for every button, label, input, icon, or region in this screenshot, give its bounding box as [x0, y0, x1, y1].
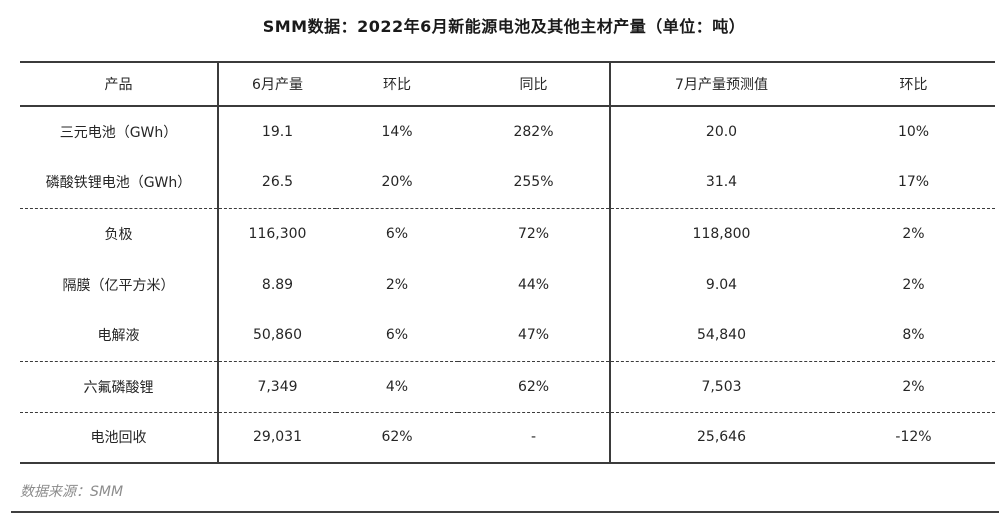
- table-row-ternary-battery: 三元电池（GWh） 19.1 14% 282% 20.0 10%: [20, 106, 995, 157]
- table-row-battery-recycling: 电池回收 29,031 62% - 25,646 -12%: [20, 412, 995, 463]
- cell-jul-forecast: 20.0: [609, 106, 832, 157]
- cell-jul-forecast: 118,800: [609, 208, 832, 259]
- cell-jul-forecast: 9.04: [609, 259, 832, 310]
- cell-jun-output: 29,031: [217, 412, 336, 463]
- column-header-jun-output: 6月产量: [217, 62, 336, 107]
- cell-product: 电解液: [20, 310, 218, 362]
- cell-mom: 14%: [381, 124, 413, 140]
- column-header-yoy: 同比: [458, 62, 610, 107]
- cell-jun-output: 50,860: [217, 310, 336, 362]
- cell-jul-mom: 17%: [832, 157, 995, 209]
- bottom-divider: [11, 511, 999, 513]
- cell-jun-output: 8.89: [217, 259, 336, 310]
- cell-yoy: 255%: [458, 157, 610, 209]
- cell-product: 隔膜（亿平方米）: [62, 277, 175, 294]
- cell-product: 三元电池（GWh）: [59, 125, 178, 141]
- cell-product: 六氟磷酸锂: [20, 361, 218, 413]
- cell-yoy: 44%: [517, 276, 550, 293]
- column-header-jul-forecast: 7月产量预测值: [609, 62, 832, 107]
- cell-jul-mom: 10%: [897, 124, 930, 140]
- cell-jul-mom: 8%: [832, 310, 995, 362]
- cell-jul-forecast: 7,503: [609, 361, 832, 413]
- cell-jul-mom: 2%: [832, 361, 995, 413]
- column-header-product: 产品: [20, 62, 218, 107]
- cell-jun-output: 26.5: [217, 157, 336, 209]
- cell-product: 电池回收: [90, 430, 147, 447]
- table-row-lfp-battery: 磷酸铁锂电池（GWh） 26.5 20% 255% 31.4 17%: [20, 157, 995, 209]
- production-table: 产品 6月产量 环比 同比 7月产量预测值 环比 三元电池（GWh） 19.1 …: [20, 61, 995, 464]
- cell-jul-mom: -12%: [895, 429, 932, 446]
- page-title: SMM数据：2022年6月新能源电池及其他主材产量（单位：吨）: [262, 17, 746, 36]
- cell-yoy: 282%: [513, 124, 554, 140]
- cell-mom: 6%: [336, 310, 458, 362]
- cell-mom: 20%: [336, 157, 458, 209]
- cell-mom: 62%: [381, 429, 413, 446]
- data-source-note: 数据来源：SMM: [20, 484, 124, 500]
- cell-jul-forecast: 54,840: [609, 310, 832, 362]
- cell-yoy: -: [530, 429, 537, 446]
- cell-jul-forecast: 31.4: [609, 157, 832, 209]
- table-row-lipf6: 六氟磷酸锂 7,349 4% 62% 7,503 2%: [20, 361, 995, 413]
- cell-jun-output: 19.1: [217, 106, 336, 157]
- cell-mom: 4%: [336, 361, 458, 413]
- cell-mom: 2%: [385, 276, 409, 293]
- cell-yoy: 47%: [458, 310, 610, 362]
- cell-jul-mom: 2%: [902, 225, 925, 242]
- table-row-electrolyte: 电解液 50,860 6% 47% 54,840 8%: [20, 310, 995, 362]
- cell-product: 负极: [104, 226, 133, 243]
- cell-jun-output: 116,300: [217, 208, 336, 259]
- cell-jul-mom: 2%: [902, 276, 925, 293]
- column-header-mom: 环比: [336, 62, 458, 107]
- cell-jun-output: 7,349: [217, 361, 336, 413]
- cell-jul-forecast: 25,646: [609, 412, 832, 463]
- table-row-separator-film: 隔膜（亿平方米） 8.89 2% 44% 9.04 2%: [20, 259, 995, 310]
- cell-mom: 6%: [385, 225, 409, 242]
- cell-yoy: 62%: [458, 361, 610, 413]
- cell-product: 磷酸铁锂电池（GWh）: [20, 157, 218, 209]
- cell-yoy: 72%: [517, 225, 550, 242]
- column-header-jul-mom: 环比: [832, 62, 995, 107]
- header-row: 产品 6月产量 环比 同比 7月产量预测值 环比: [20, 62, 995, 107]
- table-row-anode: 负极 116,300 6% 72% 118,800 2%: [20, 208, 995, 259]
